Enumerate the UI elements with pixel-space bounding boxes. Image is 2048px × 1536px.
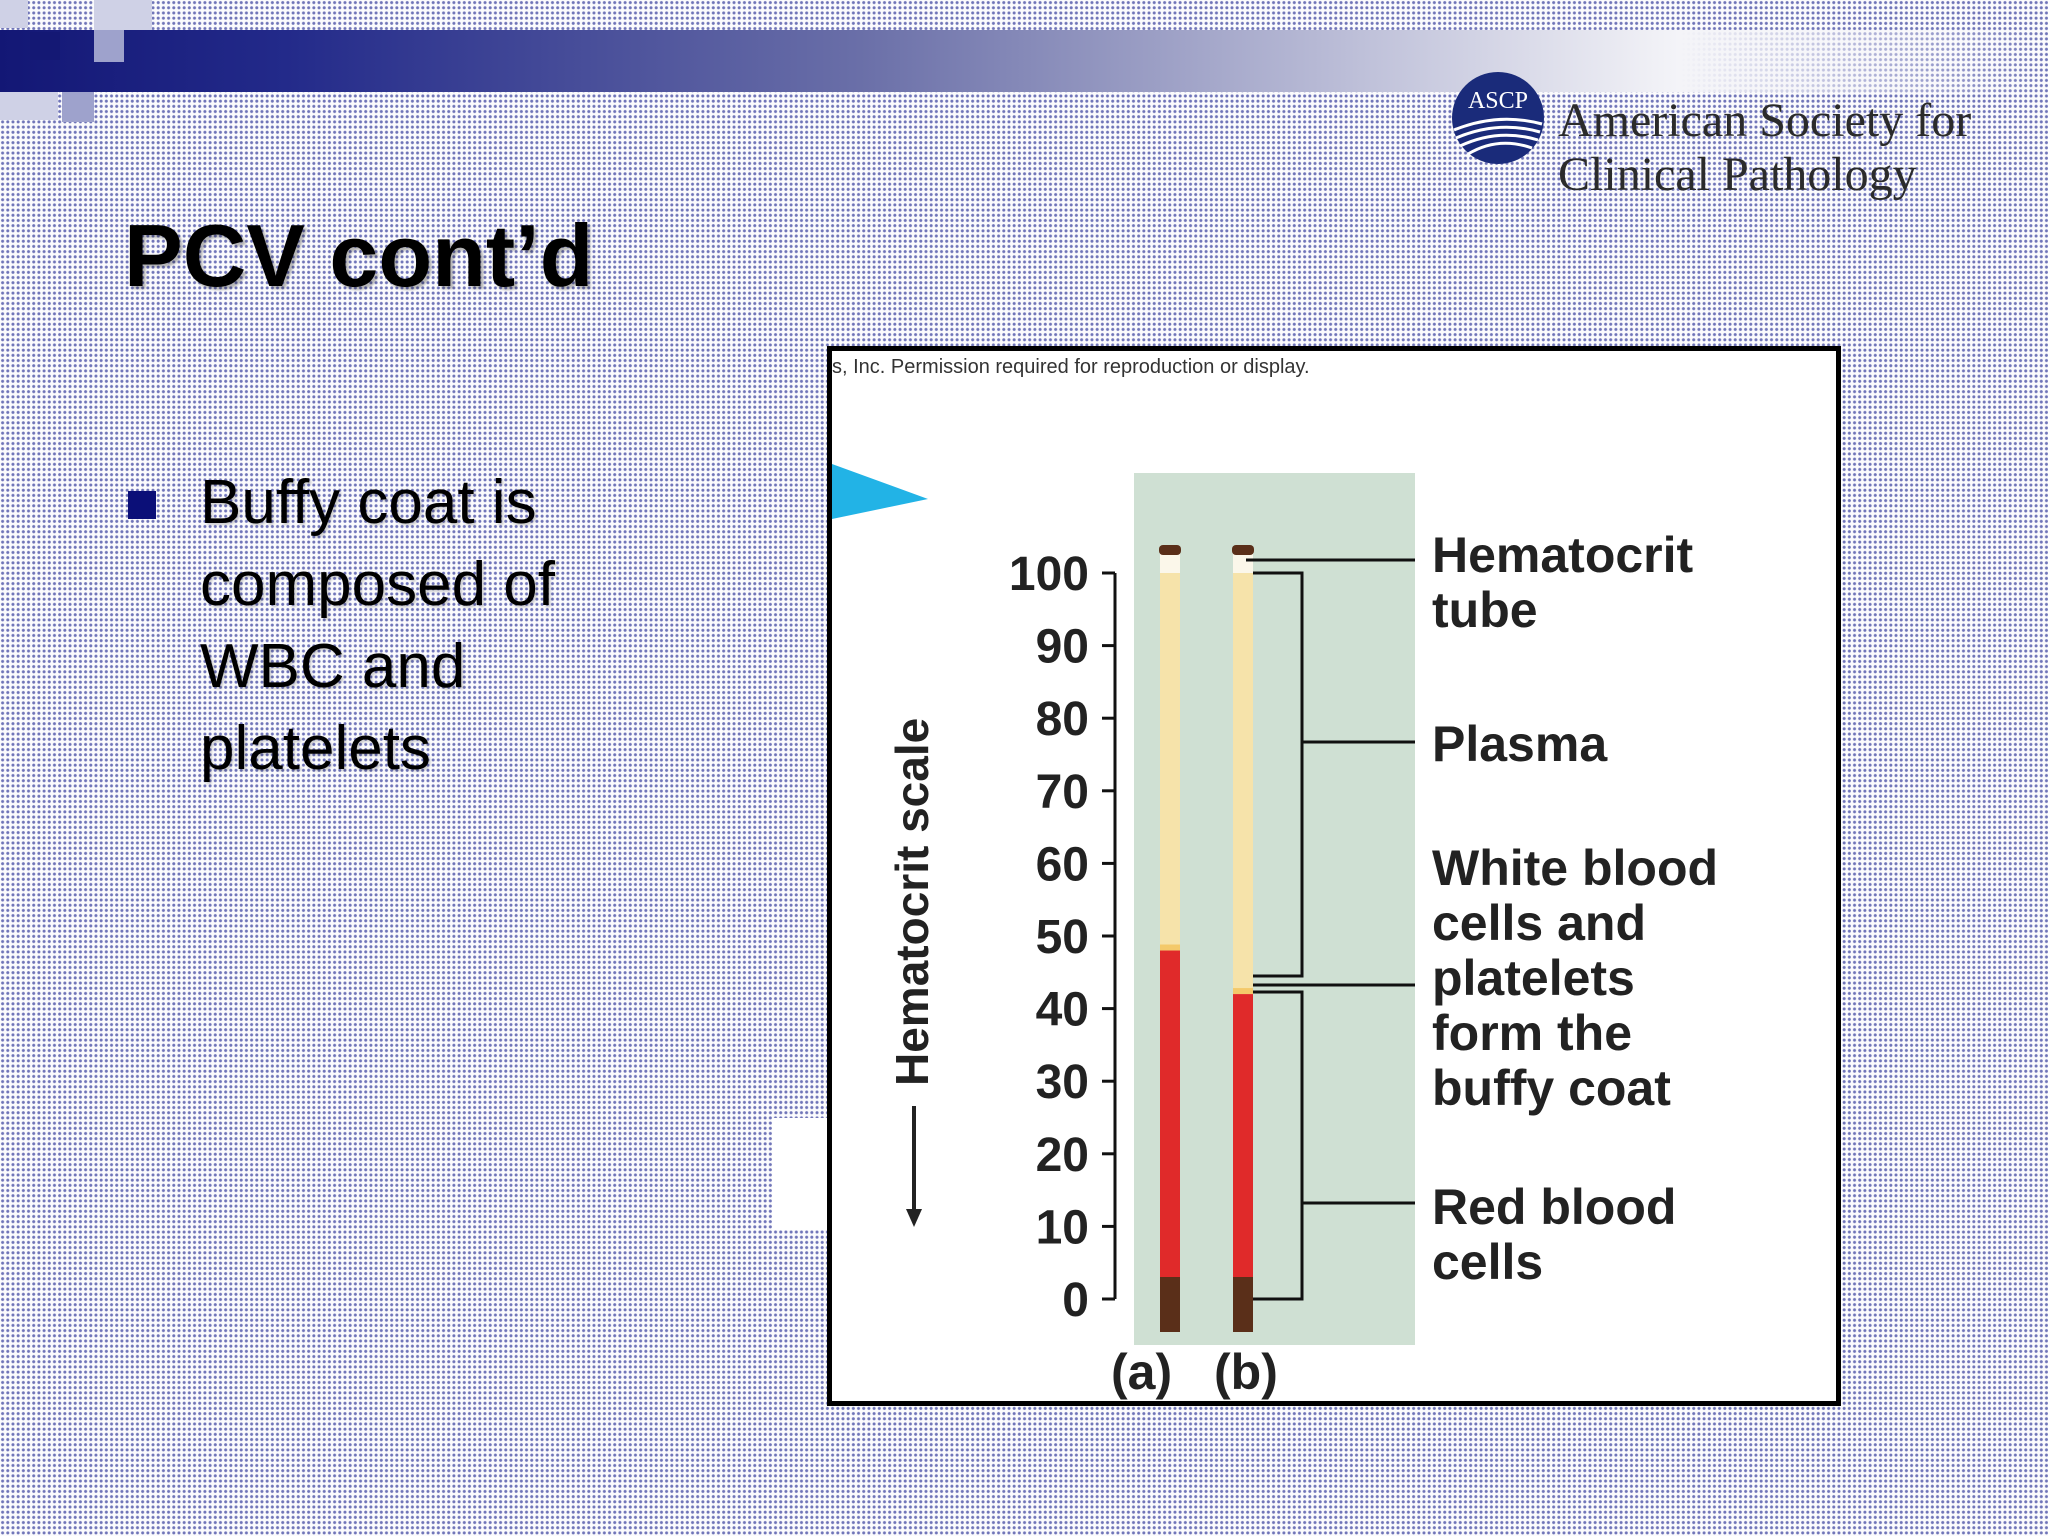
ascp-name-line2: Clinical Pathology xyxy=(1558,148,1917,201)
scale-tick-label: 100 xyxy=(1009,548,1089,601)
leader-buffy xyxy=(1253,974,1415,987)
slide-title: PCV cont’d xyxy=(124,206,594,305)
scale-tick-label: 30 xyxy=(1036,1056,1089,1109)
corner-square-mid xyxy=(94,30,124,62)
pointer-arrow-icon xyxy=(832,464,928,519)
label-buffy-coat: White blood cells and platelets form the… xyxy=(1432,840,1732,1116)
leader-lines xyxy=(1246,558,1415,1301)
tube-label-a: (a) xyxy=(1111,1344,1172,1400)
ascp-logo: ASCP American Society for Clinical Patho… xyxy=(1448,66,2028,216)
tube-label-b: (b) xyxy=(1214,1344,1278,1400)
plasma-layer xyxy=(1160,573,1180,951)
clay-plug xyxy=(1160,1277,1180,1332)
label-plasma: Plasma xyxy=(1432,716,1608,772)
bracket-rbc xyxy=(1253,990,1304,1301)
scale-tick-label: 80 xyxy=(1036,693,1089,746)
bullet-text: Buffy coat is composed of WBC and platel… xyxy=(200,468,555,783)
corner-square-mid xyxy=(62,92,94,122)
corner-square-light xyxy=(94,0,152,30)
rbc-layer xyxy=(1160,950,1180,1277)
ascp-name: American Society for Clinical Pathology xyxy=(1558,94,1971,202)
bullet-square-icon xyxy=(128,491,156,519)
ascp-name-line1: American Society for xyxy=(1558,94,1972,147)
scale-tick-label: 50 xyxy=(1036,911,1089,964)
label-red-blood-cells: Red blood cells xyxy=(1432,1179,1690,1290)
tube-b xyxy=(1232,545,1254,1332)
hematocrit-figure: s, Inc. Permission required for reproduc… xyxy=(827,346,1841,1406)
buffy-coat-layer xyxy=(1160,944,1180,951)
ascp-logo-icon: ASCP xyxy=(1452,72,1544,164)
permission-note: s, Inc. Permission required for reproduc… xyxy=(832,356,1310,378)
scale-label: Hematocrit scale xyxy=(886,718,938,1086)
ascp-badge-text: ASCP xyxy=(1468,88,1528,114)
rbc-layer xyxy=(1233,994,1253,1277)
buffy-coat-layer xyxy=(1233,988,1253,995)
scale-tick-label: 20 xyxy=(1036,1129,1089,1182)
scale-tick-label: 0 xyxy=(1062,1274,1089,1327)
tube-a xyxy=(1159,545,1181,1332)
scale-label-group: Hematocrit scale xyxy=(886,718,938,1086)
corner-square-light xyxy=(0,92,58,120)
tube-top-cap xyxy=(1232,545,1254,555)
white-patch xyxy=(772,1118,832,1230)
title-gradient-bar xyxy=(0,30,2048,92)
scale-tick-label: 90 xyxy=(1036,621,1089,674)
scale-arrow-down-icon xyxy=(906,1209,922,1227)
scale-tick-label: 70 xyxy=(1036,766,1089,819)
hematocrit-diagram: s, Inc. Permission required for reproduc… xyxy=(832,356,1732,1400)
label-hematocrit-tube: Hematocrit tube xyxy=(1432,527,1707,638)
scale-tick-label: 60 xyxy=(1036,838,1089,891)
tube-top-cap xyxy=(1159,545,1181,555)
tube-background-panel xyxy=(1134,473,1415,1345)
plasma-layer xyxy=(1233,573,1253,995)
corner-square-dark xyxy=(30,32,60,60)
scale-tick-label: 10 xyxy=(1036,1201,1089,1254)
corner-square-light xyxy=(0,0,28,28)
scale-tick-label: 40 xyxy=(1036,984,1089,1037)
clay-plug xyxy=(1233,1277,1253,1332)
